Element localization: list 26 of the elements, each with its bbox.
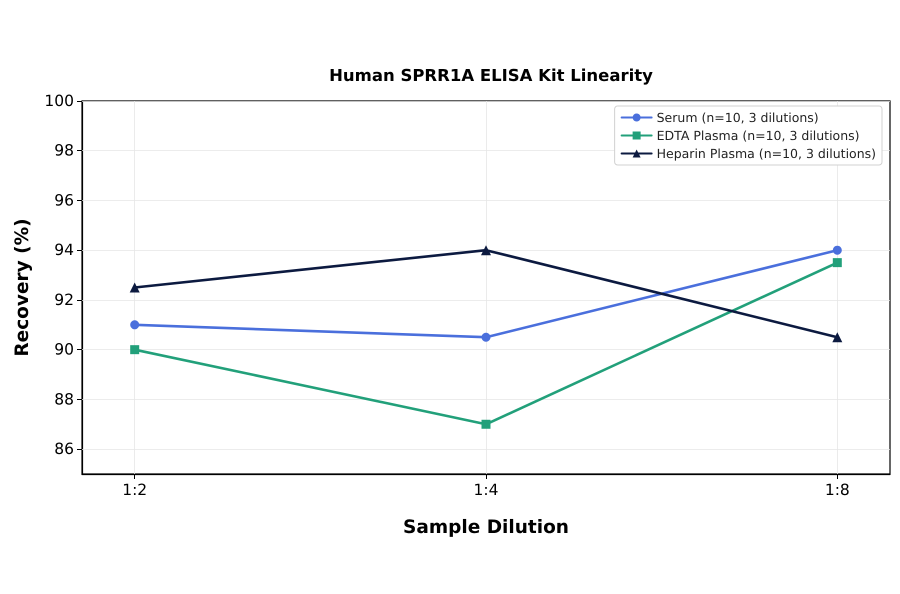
x-tick-label: 1:4 (474, 481, 498, 499)
point (130, 320, 140, 330)
point (482, 332, 490, 342)
x-tick-label: 1:8 (824, 481, 850, 499)
y-tick-label: 88 (54, 390, 74, 408)
y-tick-label: 98 (54, 142, 74, 160)
point (130, 282, 140, 292)
point (481, 245, 491, 256)
y-tick-label: 86 (54, 440, 74, 458)
y-tick-label: 90 (54, 340, 74, 359)
point (832, 246, 842, 255)
legend-label: EDTA Plasma (n=10, 3 dilutions) (656, 128, 860, 143)
point (832, 332, 842, 342)
point (130, 345, 140, 354)
y-tick-label: 94 (54, 241, 74, 260)
chart-title: Human SPRR1A ELISA Kit Linearity (329, 66, 654, 85)
y-tick-label: 92 (54, 290, 74, 309)
legend-label: Heparin Plasma (n=10, 3 dilutions) (656, 146, 876, 161)
x-tick-label: 1:2 (122, 481, 148, 499)
point (482, 420, 490, 429)
y-axis-title: Recovery (%) (12, 218, 33, 357)
x-axis-title: Sample Dilution (403, 517, 569, 538)
y-tick-label: 96 (54, 191, 74, 210)
y-tick-label: 100 (44, 92, 74, 110)
point (832, 258, 842, 268)
legend-label: Serum (n=10, 3 dilutions) (656, 110, 819, 125)
